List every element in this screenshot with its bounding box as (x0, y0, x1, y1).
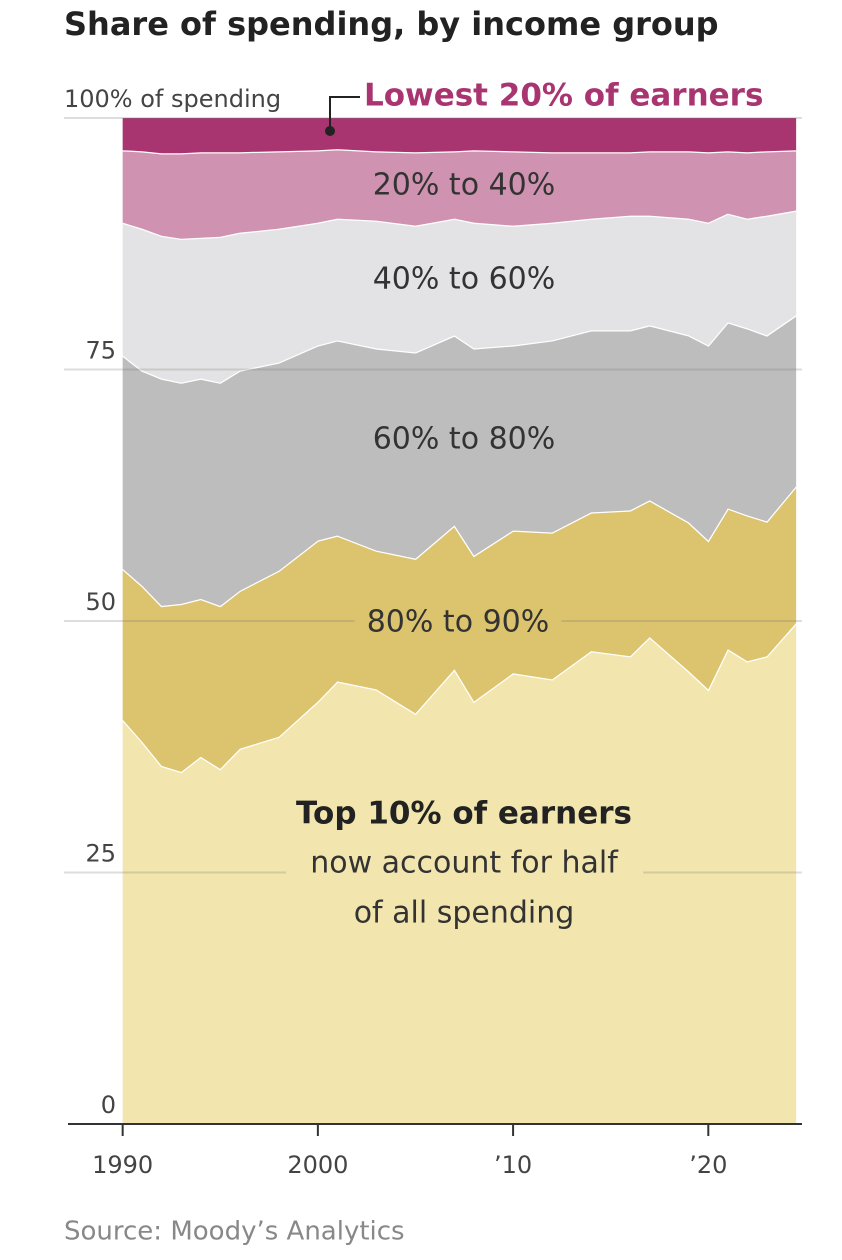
annotation: of all spending (354, 896, 575, 931)
leader-dot (325, 126, 335, 136)
series-label: 40% to 60% (373, 262, 556, 297)
series-label: 80% to 90% (367, 605, 550, 640)
label-background (354, 604, 562, 640)
annotation: now account for half (310, 846, 619, 881)
grid: 0 25 50 75 100% of spending 1990 2000 ’10 ’20 (64, 85, 802, 1179)
x-tick-label: 1990 (92, 1151, 153, 1179)
area (122, 210, 797, 383)
leader-line (329, 96, 360, 131)
series-label: 20% to 40% (373, 168, 556, 203)
series-label: Top 10% of earners (296, 796, 632, 832)
y-tick-label: 0 (101, 1091, 116, 1119)
label-background (286, 845, 644, 881)
series-label: 60% to 80% (373, 422, 556, 457)
y-tick-label: 50 (85, 588, 116, 616)
series-label: Lowest 20% of earners (364, 78, 763, 114)
source: Source: Moody’s Analytics (64, 1217, 405, 1247)
y-tick-label: 75 (85, 337, 116, 365)
area (122, 315, 797, 606)
y-tick-label: 25 (85, 840, 116, 868)
labels: Top 10% of earners 80% to 90% 60% to 80% 40… (286, 78, 763, 931)
area (122, 149, 797, 239)
area (122, 118, 797, 154)
x-tick-label: 2000 (287, 1151, 348, 1179)
chart-title: Share of spending, by income group (64, 5, 719, 43)
x-tick-label: ’10 (494, 1151, 532, 1179)
x-tick-label: ’20 (689, 1151, 727, 1179)
y-tick-label: 100% of spending (64, 85, 281, 113)
